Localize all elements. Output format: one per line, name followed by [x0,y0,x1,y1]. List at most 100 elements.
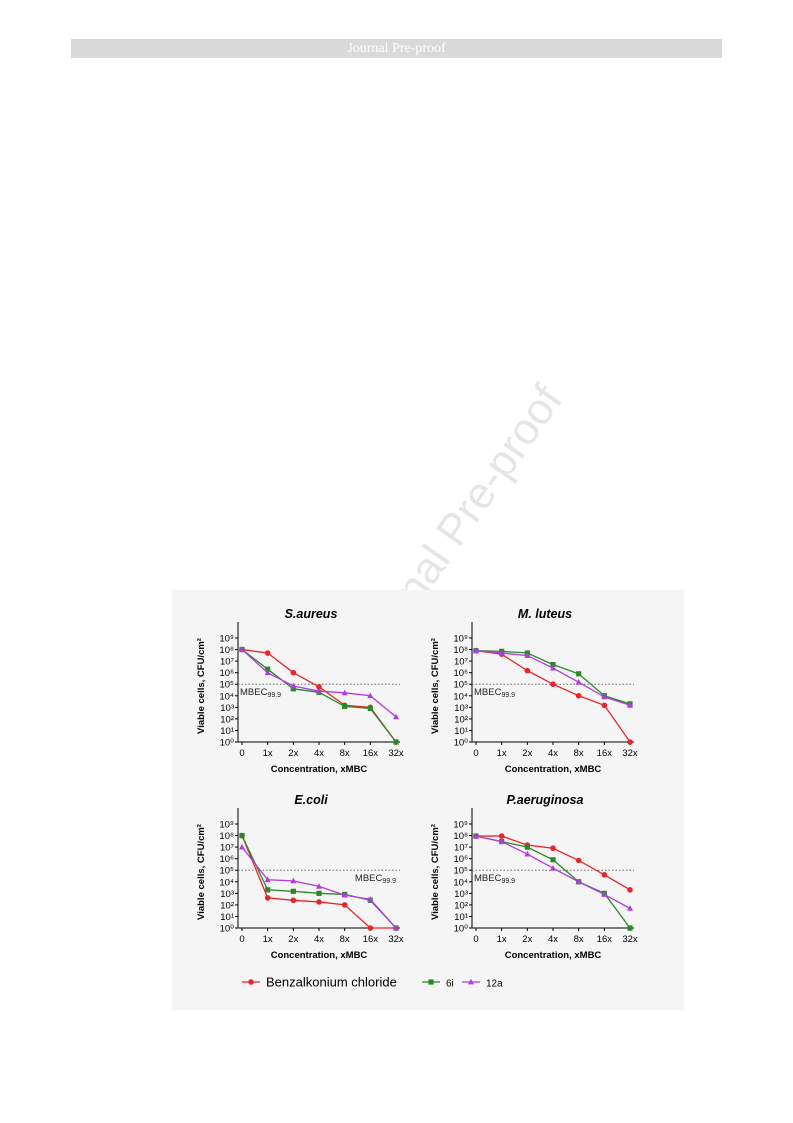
y-tick-label: 10⁹ [453,634,468,645]
y-tick-label: 10¹ [220,726,234,737]
data-point [601,702,608,709]
data-point [393,713,399,720]
legend-label: 12a [486,979,503,990]
y-tick-label: 10⁸ [219,831,234,842]
data-point [575,878,582,885]
y-tick-label: 10⁴ [453,691,468,702]
data-point [393,924,399,931]
y-axis-label: Viable cells, CFU/cm² [430,638,441,734]
data-point [264,650,271,656]
x-tick-label: 8x [574,748,584,759]
data-point [290,686,296,692]
y-tick-label: 10² [220,714,234,725]
y-tick-label: 10² [454,900,468,911]
data-point [290,877,297,884]
figure: S.aureus 10⁰ 10¹ 10² 10³ 10⁴ 10⁵ 10⁶ 10⁷ 10⁸ 10⁹ Vi… [172,590,684,1010]
data-point [498,649,505,656]
x-tick-label: 4x [314,934,324,945]
data-point [550,664,556,671]
data-point [367,705,373,712]
data-point [550,857,556,863]
x-tick-label: 2x [288,934,298,945]
y-tick-label: 10⁸ [219,645,234,656]
data-point [393,739,399,745]
data-point [524,850,531,857]
chart-title: P.aeruginosa [507,793,584,807]
y-tick-label: 10⁶ [220,854,235,865]
data-point [264,669,271,676]
x-tick-label: 32x [622,934,638,945]
data-point [341,891,348,898]
threshold-label: MBEC99.9 [474,873,515,885]
y-tick-label: 10⁸ [453,831,468,842]
legend-label: Benzalkonium chloride [266,975,397,990]
x-tick-label: 1x [497,748,507,759]
x-tick-label: 0 [239,748,244,759]
x-tick-label: 1x [263,934,273,945]
data-point [265,887,271,893]
x-axis-label: Concentration, xMBC [271,764,368,775]
data-point [627,887,633,893]
data-point [473,832,479,839]
chart-title: S.aureus [285,607,338,621]
data-point [524,844,530,850]
data-point [627,925,633,931]
y-axis-label: Viable cells, CFU/cm² [196,824,207,920]
x-tick-label: 16x [597,934,613,945]
data-point [316,890,322,896]
data-point [264,895,271,901]
threshold-label: MBEC99.9 [355,873,396,885]
data-point [367,925,374,931]
x-tick-label: 32x [622,748,638,759]
y-tick-label: 10⁷ [454,657,469,668]
x-tick-label: 1x [263,748,273,759]
y-tick-label: 10¹ [220,912,234,923]
data-point [342,703,348,710]
data-point [550,845,556,852]
data-point [316,883,322,889]
data-point [575,678,582,685]
data-point [601,693,608,700]
x-tick-label: 0 [473,748,478,759]
chart-title: M. luteus [518,607,572,621]
x-tick-label: 2x [522,748,532,759]
threshold-label: MBEC99.9 [474,687,515,699]
journal-header: Journal Pre-proof [71,39,722,58]
y-tick-label: 10² [454,714,468,725]
y-tick-label: 10⁶ [220,668,235,679]
data-point [265,666,271,672]
legend-marker-circle-marker-icon [248,979,254,985]
y-tick-label: 10⁶ [454,854,469,865]
y-tick-label: 10³ [220,703,234,714]
y-tick-label: 10⁷ [220,843,235,854]
chart-figure: S.aureus10⁰10¹10²10³10⁴10⁵10⁶10⁷10⁸10⁹Vi… [196,607,638,990]
y-tick-label: 10² [220,900,234,911]
data-point [627,905,633,911]
data-point [341,902,348,908]
data-point [550,661,556,668]
y-tick-label: 10⁴ [453,877,468,888]
data-point [264,876,271,883]
y-tick-label: 10⁷ [220,657,235,668]
data-point [575,692,582,699]
data-point [367,896,374,902]
data-point [290,888,296,894]
data-point [550,681,556,688]
y-axis-label: Viable cells, CFU/cm² [430,824,441,920]
chart-panel: P.aeruginosa10⁰10¹10²10³10⁴10⁵10⁶10⁷10⁸1… [430,793,638,961]
y-tick-label: 10⁰ [454,738,469,749]
data-point [239,646,245,652]
y-tick-label: 10⁹ [453,820,468,831]
y-tick-label: 10⁹ [219,820,234,831]
y-tick-label: 10⁰ [454,924,469,935]
y-tick-label: 10³ [454,703,468,714]
data-point [290,669,297,676]
data-point [290,682,297,689]
data-point [576,671,582,677]
x-tick-label: 16x [597,748,613,759]
x-tick-label: 2x [288,748,298,759]
x-tick-label: 4x [314,748,324,759]
threshold-label: MBEC99.9 [240,687,281,699]
data-point [367,692,374,699]
